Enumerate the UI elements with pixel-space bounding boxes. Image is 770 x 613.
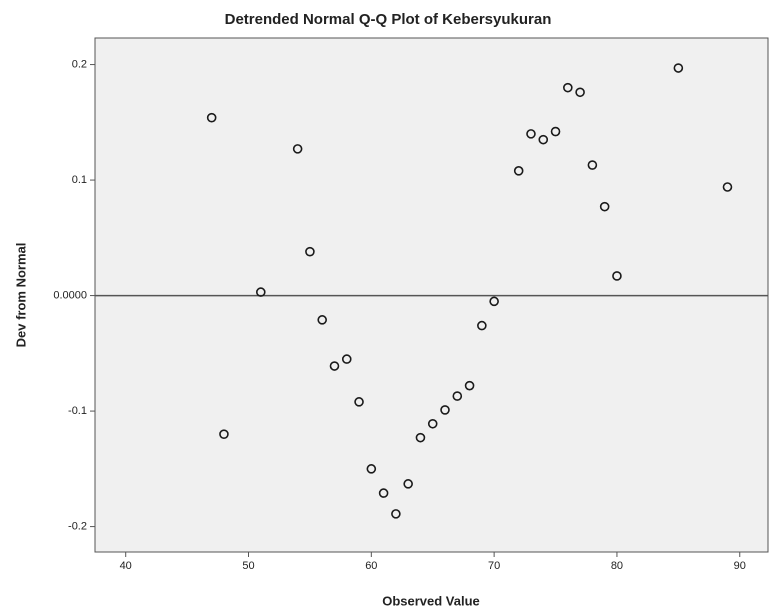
point (403, 479, 413, 489)
x-tick-label: 90 (734, 560, 746, 572)
point (599, 201, 610, 212)
point (427, 418, 438, 429)
point (464, 380, 475, 391)
point (391, 509, 401, 519)
point (673, 63, 684, 73)
point (206, 112, 217, 123)
point (378, 488, 389, 498)
x-axis-label: Observed Value (382, 593, 480, 608)
y-tick-label: 0.1 (72, 174, 87, 186)
point (477, 320, 487, 331)
point (317, 315, 327, 325)
x-tick-label: 60 (365, 560, 377, 572)
point (219, 429, 229, 439)
point (489, 296, 499, 307)
point (722, 182, 733, 192)
point (440, 405, 450, 415)
y-tick-label: 0.2 (72, 58, 87, 70)
point (341, 354, 352, 364)
chart-title: Detrended Normal Q-Q Plot of Kebersyukur… (225, 11, 552, 28)
y-tick-label: -0.2 (68, 520, 87, 532)
x-tick-label: 50 (242, 560, 254, 572)
point (292, 144, 303, 154)
y-axis-label: Dev from Normal (13, 243, 28, 348)
y-tick-label: 0.0000 (53, 289, 87, 301)
x-tick-label: 40 (120, 560, 132, 572)
point (612, 271, 622, 281)
point (255, 287, 266, 297)
point (452, 391, 463, 401)
point (587, 160, 598, 170)
y-tick-label: -0.1 (68, 405, 87, 417)
point (513, 166, 524, 176)
point (354, 397, 364, 407)
point (305, 246, 315, 257)
point (526, 129, 536, 139)
point (563, 82, 573, 93)
x-tick-label: 70 (488, 560, 500, 572)
point (575, 87, 585, 98)
point (550, 126, 561, 137)
point (366, 464, 377, 474)
point (415, 432, 426, 443)
x-tick-label: 80 (611, 560, 623, 572)
point (329, 361, 340, 371)
point (538, 134, 549, 145)
